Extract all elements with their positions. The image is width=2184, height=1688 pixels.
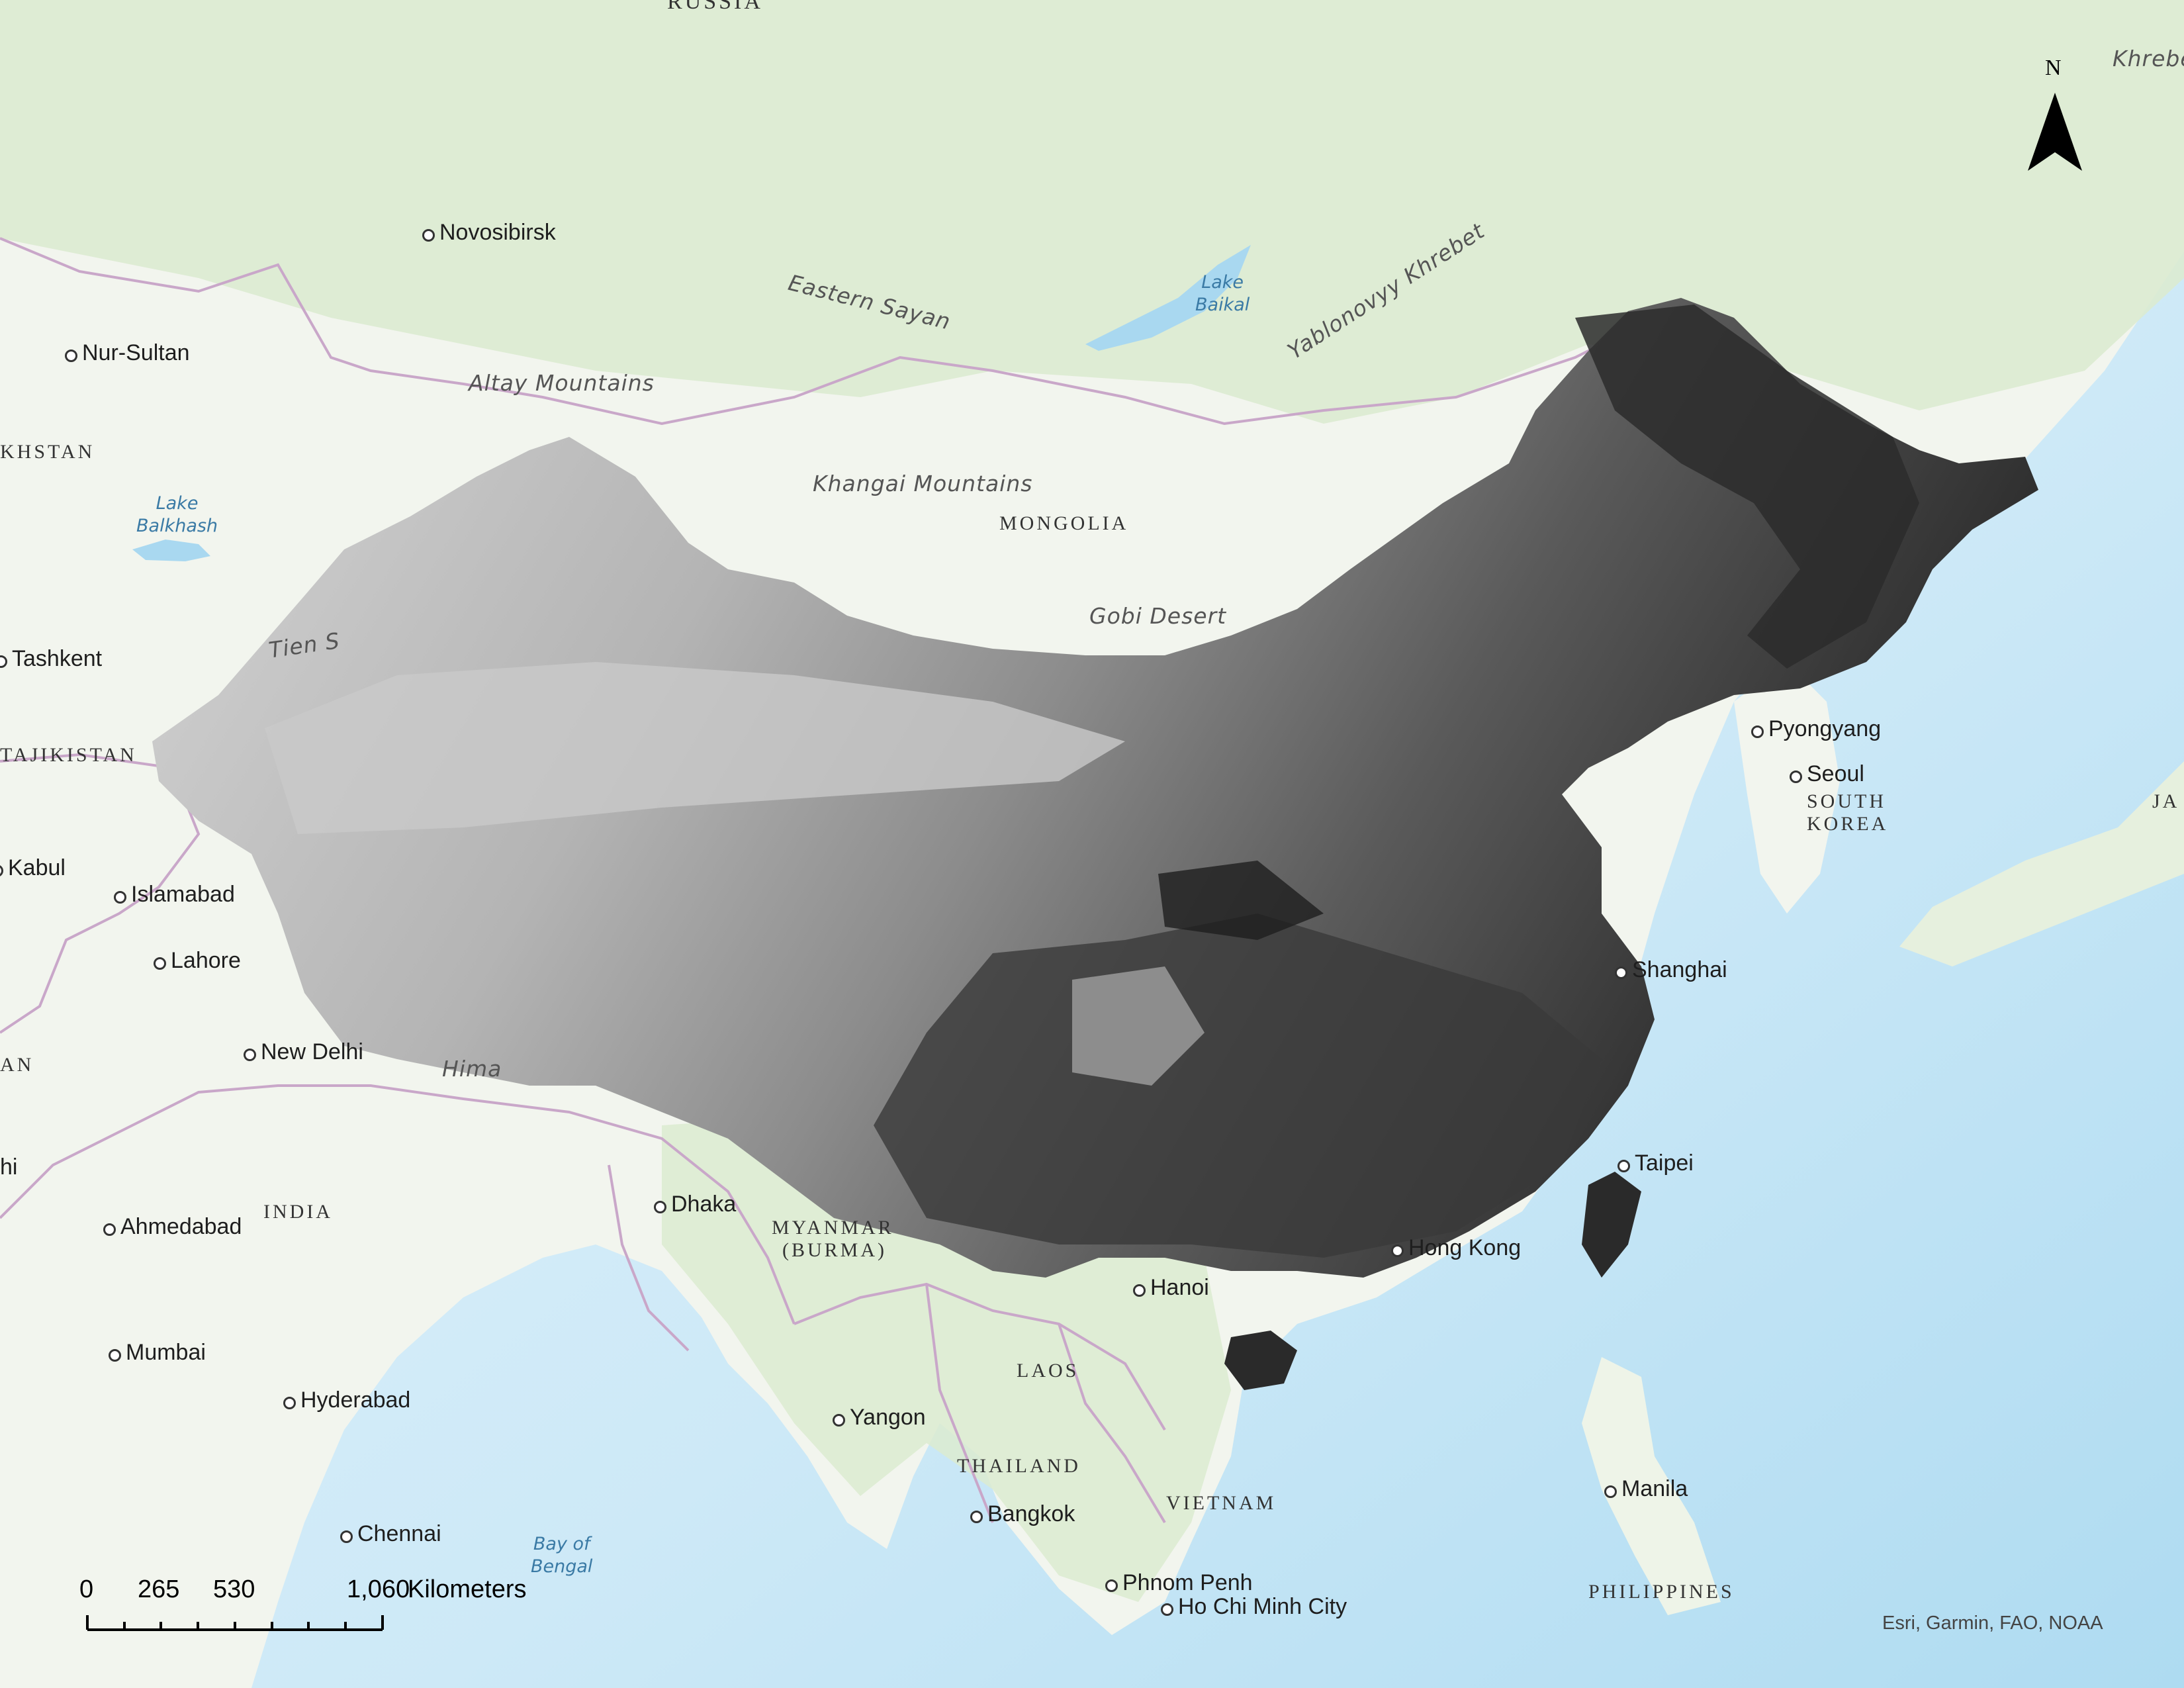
country-label-laos: LAOS	[1017, 1360, 1079, 1382]
city-phnom-penh[interactable]: Phnom Penh	[1105, 1571, 1253, 1594]
scale-tick-265: 265	[138, 1575, 180, 1603]
attribution: Esri, Garmin, FAO, NOAA	[1882, 1613, 2103, 1634]
city-nur-sultan[interactable]: Nur-Sultan	[65, 342, 190, 364]
philippines	[1582, 1357, 1721, 1615]
country-label-korea: KOREA	[1807, 813, 1889, 835]
label-lake-balkhash: Lake Balkhash	[136, 493, 218, 536]
city-novosibirsk[interactable]: Novosibirsk	[422, 221, 556, 244]
country-label-south: SOUTH	[1807, 790, 1887, 812]
city-taipei[interactable]: Taipei	[1617, 1152, 1694, 1174]
label-bay-of-bengal: Bay of Bengal	[531, 1534, 593, 1577]
country-label-afghanistan: AN	[0, 1054, 34, 1076]
city-tashkent[interactable]: Tashkent	[0, 647, 102, 670]
label-altay-mountains: Altay Mountains	[469, 370, 655, 396]
country-label-kazakhstan: KHSTAN	[0, 441, 95, 463]
country-label-myanmar: MYANMAR	[772, 1217, 894, 1239]
scale-bar: 0 265 530 1,060 Kilometers	[73, 1575, 527, 1642]
scale-unit: Kilometers	[408, 1575, 527, 1603]
label-gobi-desert: Gobi Desert	[1089, 603, 1227, 629]
city-new-delhi[interactable]: New Delhi	[244, 1041, 363, 1063]
city-seoul[interactable]: Seoul	[1790, 763, 1864, 785]
city-hyderabad[interactable]: Hyderabad	[283, 1389, 410, 1411]
city-ahmedabad[interactable]: Ahmedabad	[103, 1215, 242, 1238]
country-label-tajikistan: TAJIKISTAN	[0, 744, 137, 766]
city-chennai[interactable]: Chennai	[340, 1523, 441, 1545]
scale-tick-0: 0	[79, 1575, 94, 1603]
lake-baikal	[1085, 245, 1251, 351]
country-label-thailand: THAILAND	[957, 1455, 1081, 1477]
korea	[1734, 662, 1840, 914]
country-label-philippines: PHILIPPINES	[1588, 1581, 1735, 1603]
city-mumbai[interactable]: Mumbai	[109, 1341, 206, 1364]
city-kabul[interactable]: Kabul	[0, 857, 66, 879]
country-label-burma: (BURMA)	[782, 1239, 887, 1261]
country-borders	[0, 237, 1655, 1524]
label-khrebet: Khrebe	[2113, 46, 2184, 71]
north-arrow-icon	[2028, 93, 2082, 171]
city-shanghai[interactable]: Shanghai	[1615, 959, 1727, 981]
country-label-vietnam: VIETNAM	[1166, 1492, 1277, 1514]
north-arrow: N	[2025, 53, 2085, 179]
city-lahore[interactable]: Lahore	[154, 949, 241, 972]
label-lake-baikal: Lake Baikal	[1195, 272, 1250, 315]
city-hong-kong[interactable]: Hong Kong	[1391, 1237, 1521, 1259]
country-label-india: INDIA	[263, 1201, 333, 1223]
china-raster	[152, 298, 2038, 1390]
scale-tick-1060: 1,060	[347, 1575, 410, 1603]
japan	[1899, 761, 2184, 966]
city-karachi[interactable]: hi	[0, 1156, 17, 1178]
country-label-russia: RUSSIA	[667, 0, 763, 14]
label-himalaya: Hima	[442, 1056, 502, 1082]
scale-tick-530: 530	[213, 1575, 255, 1603]
city-hanoi[interactable]: Hanoi	[1133, 1276, 1209, 1299]
country-label-mongolia: MONGOLIA	[999, 512, 1129, 534]
lake-balkhash	[132, 539, 210, 561]
label-khangai-mountains: Khangai Mountains	[813, 471, 1033, 496]
city-manila[interactable]: Manila	[1604, 1477, 1688, 1500]
city-yangon[interactable]: Yangon	[833, 1406, 926, 1429]
city-pyongyang[interactable]: Pyongyang	[1751, 718, 1881, 740]
city-ho-chi-minh-city[interactable]: Ho Chi Minh City	[1161, 1595, 1347, 1618]
city-dhaka[interactable]: Dhaka	[654, 1193, 736, 1215]
scale-bar-graphic	[86, 1615, 384, 1631]
country-label-japan: JA	[2152, 790, 2180, 812]
north-label: N	[2045, 56, 2062, 80]
city-islamabad[interactable]: Islamabad	[114, 883, 235, 906]
city-bangkok[interactable]: Bangkok	[970, 1503, 1075, 1525]
